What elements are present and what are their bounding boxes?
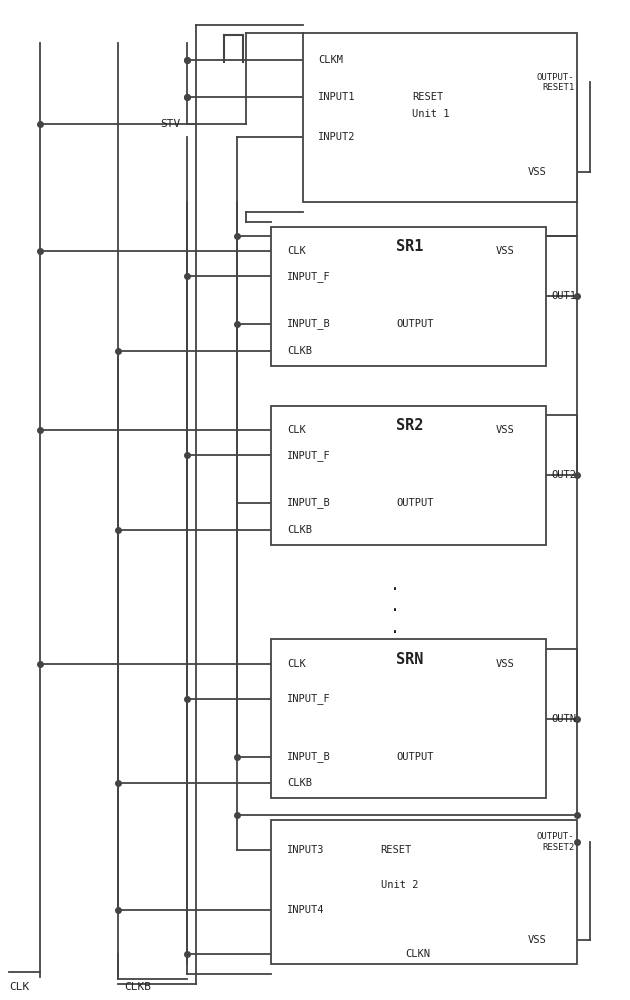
Text: RESET: RESET [381,845,412,855]
Text: INPUT3: INPUT3 [287,845,324,855]
Text: OUTPUT: OUTPUT [396,752,433,762]
Text: SRN: SRN [396,652,423,667]
Text: OUTPUT-
RESET1: OUTPUT- RESET1 [537,73,574,92]
Text: OUTPUT: OUTPUT [396,319,433,329]
Text: CLK: CLK [287,659,306,669]
Bar [272,227,546,366]
Text: CLK: CLK [287,246,306,256]
Text: INPUT4: INPUT4 [287,905,324,915]
Text: VSS: VSS [496,659,515,669]
Text: VSS: VSS [496,425,515,435]
Text: .: . [390,619,400,637]
Text: CLKB: CLKB [287,346,312,356]
Text: CLKB: CLKB [287,525,312,535]
Text: INPUT_F: INPUT_F [287,271,331,282]
Text: SR1: SR1 [396,239,423,254]
Text: CLKB: CLKB [125,982,152,992]
Text: VSS: VSS [527,935,546,945]
Text: STV: STV [161,119,181,129]
Text: CLKB: CLKB [287,778,312,788]
Bar [272,406,546,545]
Text: INPUT_B: INPUT_B [287,498,331,508]
Text: VSS: VSS [527,167,546,177]
Bar [302,33,577,202]
Text: VSS: VSS [496,246,515,256]
Text: INPUT1: INPUT1 [318,92,355,102]
Text: OUT2: OUT2 [551,470,576,480]
Bar [272,820,577,964]
Text: OUT1: OUT1 [551,291,576,301]
Text: INPUT_B: INPUT_B [287,319,331,329]
Text: RESET: RESET [412,92,443,102]
Text: .: . [390,597,400,615]
Text: CLKM: CLKM [318,55,343,65]
Text: CLKN: CLKN [406,949,430,959]
Text: Unit 1: Unit 1 [412,109,449,119]
Text: INPUT_F: INPUT_F [287,450,331,461]
Text: OUTPUT-
RESET2: OUTPUT- RESET2 [537,832,574,852]
Text: Unit 2: Unit 2 [381,880,418,890]
Text: CLK: CLK [287,425,306,435]
Bar [272,639,546,798]
Text: .: . [390,576,400,594]
Text: INPUT2: INPUT2 [318,132,355,142]
Text: INPUT_F: INPUT_F [287,693,331,704]
Text: SR2: SR2 [396,418,423,433]
Text: CLK: CLK [9,982,29,992]
Text: OUTPUT: OUTPUT [396,498,433,508]
Text: INPUT_B: INPUT_B [287,751,331,762]
Text: OUTN: OUTN [551,714,576,724]
